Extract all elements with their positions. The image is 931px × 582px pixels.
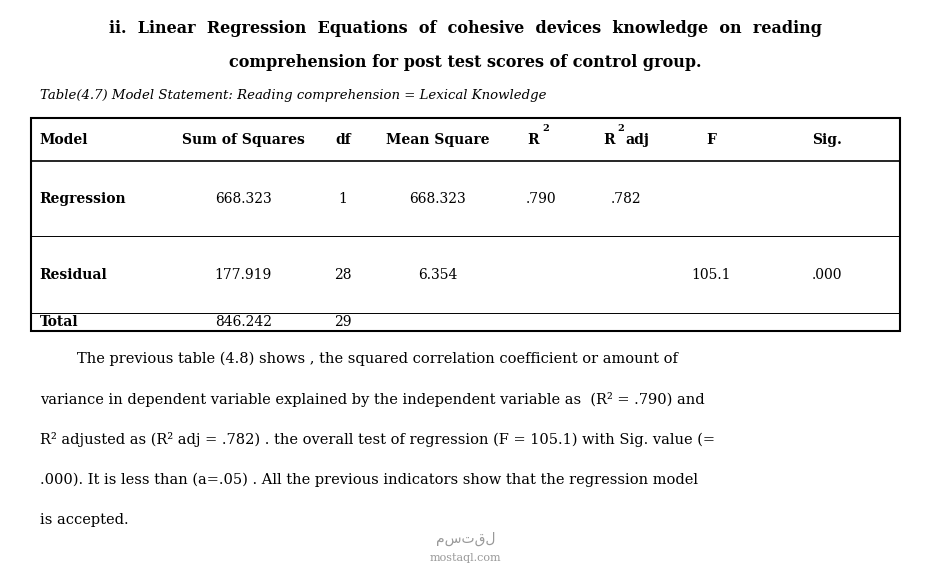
Text: Sig.: Sig. bbox=[813, 133, 843, 147]
Text: 2: 2 bbox=[617, 123, 625, 133]
Text: adj: adj bbox=[626, 133, 650, 147]
Text: .782: .782 bbox=[611, 191, 641, 206]
Text: 105.1: 105.1 bbox=[691, 268, 731, 282]
Text: Model: Model bbox=[40, 133, 88, 147]
Text: The previous table (4.8) shows , the squared correlation coefficient or amount o: The previous table (4.8) shows , the squ… bbox=[40, 352, 678, 366]
Text: R: R bbox=[603, 133, 614, 147]
Text: R: R bbox=[528, 133, 539, 147]
Text: 29: 29 bbox=[334, 315, 352, 329]
Text: مستقل: مستقل bbox=[436, 531, 495, 546]
Text: ii.  Linear  Regression  Equations  of  cohesive  devices  knowledge  on  readin: ii. Linear Regression Equations of cohes… bbox=[109, 20, 822, 37]
Text: Regression: Regression bbox=[40, 191, 127, 206]
Text: variance in dependent variable explained by the independent variable as  (R² = .: variance in dependent variable explained… bbox=[40, 392, 705, 407]
Text: R² adjusted as (R² adj = .782) . the overall test of regression (F = 105.1) with: R² adjusted as (R² adj = .782) . the ove… bbox=[40, 432, 715, 447]
Text: Table(4.7) Model Statement: Reading comprehension = Lexical Knowledge: Table(4.7) Model Statement: Reading comp… bbox=[40, 89, 546, 102]
Text: 846.242: 846.242 bbox=[215, 315, 272, 329]
Text: Sum of Squares: Sum of Squares bbox=[182, 133, 304, 147]
Text: F: F bbox=[706, 133, 716, 147]
Text: 177.919: 177.919 bbox=[215, 268, 272, 282]
Text: .000). It is less than (a=.05) . All the previous indicators show that the regre: .000). It is less than (a=.05) . All the… bbox=[40, 473, 698, 487]
Text: 28: 28 bbox=[334, 268, 352, 282]
Text: mostaql.com: mostaql.com bbox=[430, 553, 501, 563]
Text: 6.354: 6.354 bbox=[418, 268, 457, 282]
Text: Total: Total bbox=[40, 315, 78, 329]
Text: 668.323: 668.323 bbox=[410, 191, 466, 206]
Text: .790: .790 bbox=[526, 191, 556, 206]
Bar bbox=[31, 118, 900, 331]
Text: is accepted.: is accepted. bbox=[40, 513, 128, 527]
Text: 668.323: 668.323 bbox=[215, 191, 272, 206]
Text: 2: 2 bbox=[542, 123, 549, 133]
Text: Residual: Residual bbox=[40, 268, 108, 282]
Text: 1: 1 bbox=[339, 191, 347, 206]
Text: Mean Square: Mean Square bbox=[386, 133, 490, 147]
Text: .000: .000 bbox=[812, 268, 843, 282]
Text: comprehension for post test scores of control group.: comprehension for post test scores of co… bbox=[229, 54, 702, 70]
Text: df: df bbox=[335, 133, 351, 147]
